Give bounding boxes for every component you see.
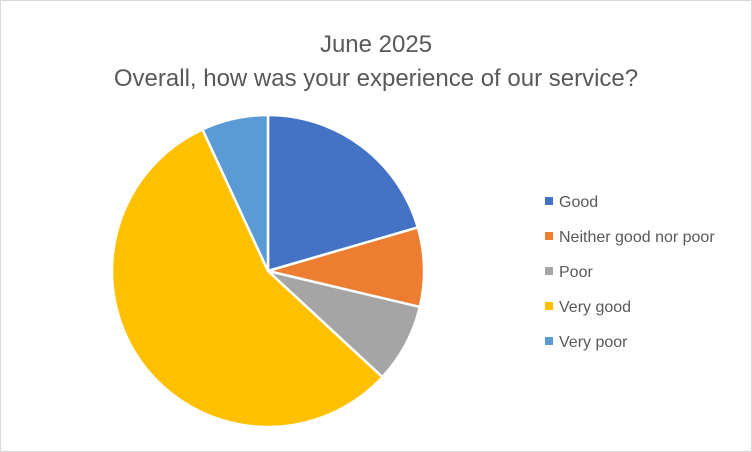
legend-swatch-poor: [545, 267, 553, 275]
legend-label-neither-good-nor-poor: Neither good nor poor: [559, 229, 715, 246]
legend-swatch-neither-good-nor-poor: [545, 232, 553, 240]
chart-title: June 2025: [319, 31, 433, 58]
pie-slices: [110, 113, 426, 429]
pie-slice-very-good: [110, 128, 384, 429]
pie-slice-very-poor: [201, 113, 270, 273]
legend-swatch-good: [545, 197, 553, 205]
legend: Good Neither good nor poor Poor Very good Ve…: [545, 194, 715, 351]
chart-subtitle: Overall, how was your experience of our …: [113, 65, 639, 92]
legend-label-very-poor: Very poor: [559, 334, 628, 351]
legend-swatch-very-good: [545, 302, 553, 310]
legend-label-good: Good: [559, 194, 598, 211]
pie-slice-good: [266, 113, 420, 273]
legend-label-very-good: Very good: [559, 299, 631, 316]
legend-swatch-very-poor: [545, 337, 553, 345]
legend-label-poor: Poor: [559, 264, 593, 281]
